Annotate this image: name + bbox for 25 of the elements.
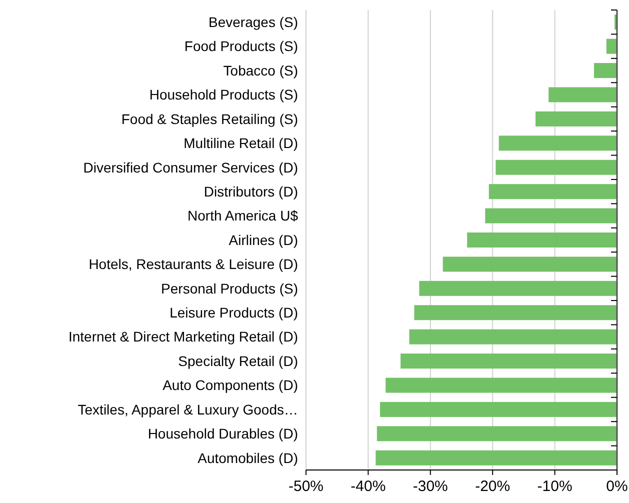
x-tick-label: -50% (288, 478, 324, 495)
y-tick-label: Auto Components (D) (162, 377, 298, 394)
y-tick-label: North America U$ (188, 208, 298, 224)
y-tick-label: Automobiles (D) (198, 450, 298, 466)
y-tick-label: Airlines (D) (228, 232, 298, 248)
y-tick-label: Tobacco (S) (223, 62, 298, 78)
x-tick-label: -10% (537, 478, 572, 495)
y-tick-label: Personal Products (S) (161, 280, 298, 296)
y-tick-label: Beverages (S) (208, 14, 298, 30)
y-tick-label: Diversified Consumer Services (D) (83, 159, 298, 176)
x-tick-label: -40% (350, 478, 386, 495)
y-tick-label: Leisure Products (D) (170, 304, 298, 321)
y-tick-label: Household Durables (D) (148, 426, 298, 442)
x-tick-label: 0% (606, 478, 628, 495)
y-tick-label: Multiline Retail (D) (184, 135, 298, 152)
y-tick-label: Food & Staples Retailing (S) (121, 110, 298, 127)
y-tick-label: Internet & Direct Marketing Retail (D) (68, 328, 298, 345)
y-tick-label: Distributors (D) (204, 183, 298, 200)
y-tick-label: Household Products (S) (149, 86, 298, 103)
y-tick-label: Specialty Retail (D) (178, 352, 298, 369)
y-tick-label: Textiles, Apparel & Luxury Goods… (78, 401, 298, 418)
x-tick-label: -30% (412, 478, 448, 495)
x-tick-label: -20% (475, 478, 510, 495)
y-tick-label: Hotels, Restaurants & Leisure (D) (88, 256, 298, 272)
y-tick-label: Food Products (S) (184, 38, 298, 54)
